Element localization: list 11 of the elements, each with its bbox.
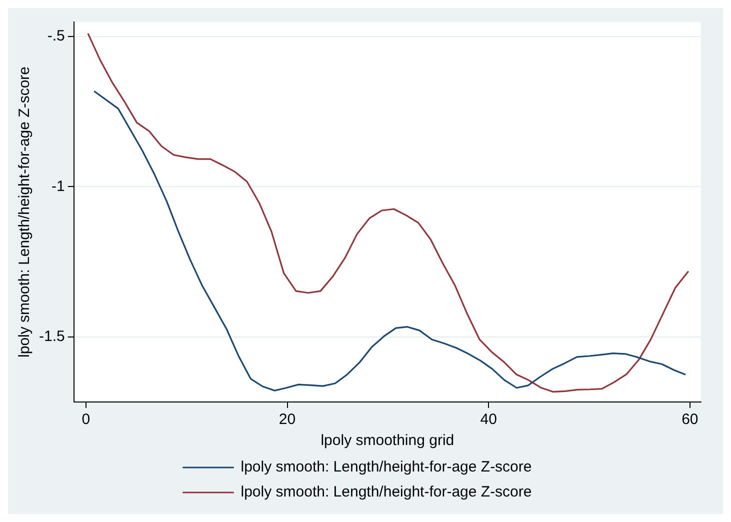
legend-label: lpoly smooth: Length/height-for-age Z-score bbox=[240, 484, 532, 501]
y-axis-title: lpoly smooth: Length/height-for-age Z-score bbox=[16, 66, 34, 358]
legend-label: lpoly smooth: Length/height-for-age Z-score bbox=[240, 458, 532, 476]
x-tick-label: 0 bbox=[82, 411, 90, 428]
y-tick-label: -.5 bbox=[47, 28, 65, 45]
x-tick-label: 40 bbox=[480, 411, 497, 428]
x-tick-label: 20 bbox=[278, 411, 296, 428]
x-tick-label: 60 bbox=[682, 411, 698, 428]
y-tick-label: -1 bbox=[52, 178, 65, 195]
y-tick-label: -1.5 bbox=[38, 328, 65, 346]
x-axis-title: lpoly smoothing grid bbox=[320, 432, 454, 450]
